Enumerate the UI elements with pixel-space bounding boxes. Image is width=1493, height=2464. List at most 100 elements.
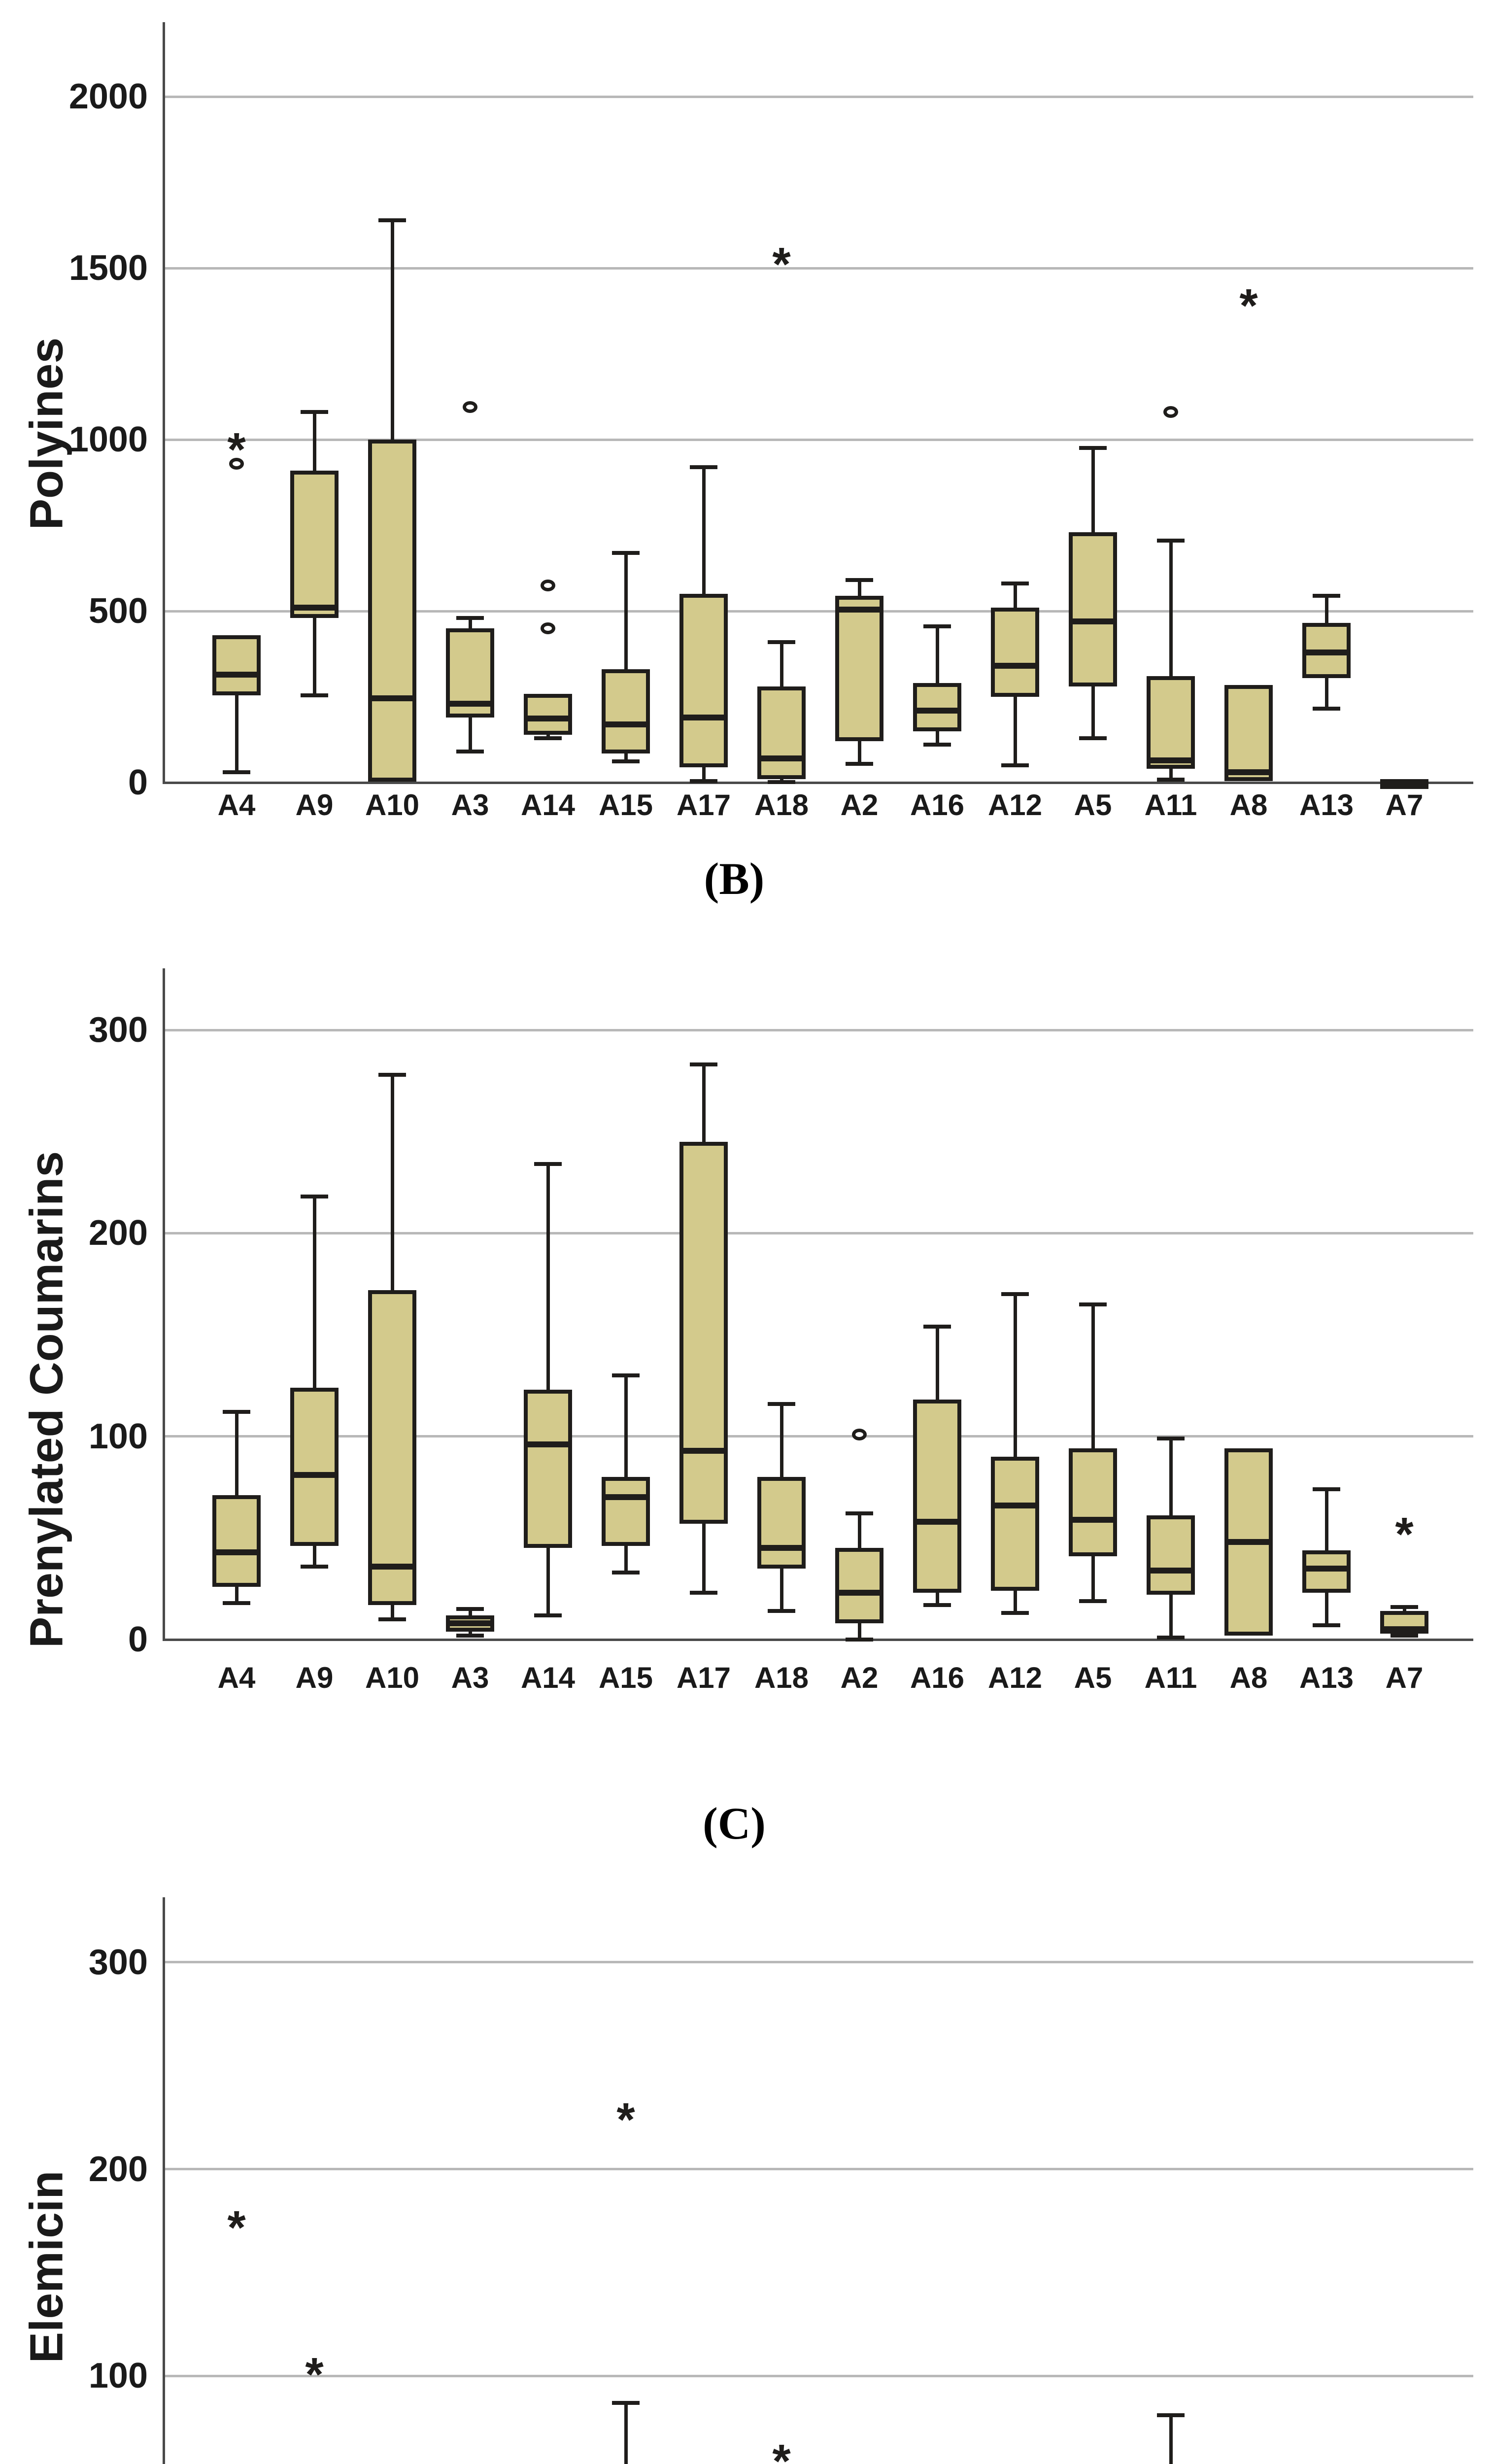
- box-plot-B-A14: [524, 694, 572, 735]
- lower-whisker: [1091, 1556, 1095, 1601]
- upper-whisker: [312, 1197, 316, 1388]
- x-category-label-B-A14: A14: [520, 788, 576, 821]
- gridline-D-100: [163, 2374, 1473, 2377]
- median-line: [1302, 649, 1351, 655]
- upper-whisker-cap: [456, 616, 484, 620]
- median-line: [368, 695, 416, 702]
- median-line: [991, 663, 1039, 669]
- upper-whisker: [857, 580, 861, 596]
- x-category-label-C-A14: A14: [520, 1661, 576, 1694]
- median-line: [1224, 1539, 1273, 1545]
- y-tick-label: 1500: [68, 248, 148, 288]
- box-plot-C-A11: [1147, 1515, 1195, 1595]
- outlier-asterisk-icon: *: [772, 2434, 791, 2464]
- x-category-label-C-A4: A4: [217, 1661, 256, 1694]
- upper-whisker-cap: [1001, 1292, 1029, 1297]
- x-axis-line-B: [163, 782, 1473, 784]
- box-plot-B-A8: [1224, 684, 1273, 781]
- x-category-label-C-A12: A12: [987, 1661, 1043, 1694]
- y-axis-line-B: [163, 22, 165, 784]
- y-tick-label: 100: [88, 1416, 148, 1456]
- gridline-B-500: [163, 610, 1473, 613]
- upper-whisker: [546, 1164, 550, 1390]
- upper-whisker-cap: [768, 1402, 795, 1406]
- lower-whisker: [235, 1586, 238, 1603]
- median-line: [290, 1472, 339, 1478]
- lower-whisker: [468, 717, 472, 752]
- median-line: [602, 721, 650, 727]
- x-category-label-C-A13: A13: [1299, 1661, 1354, 1694]
- x-category-label-B-A16: A16: [910, 788, 965, 821]
- upper-whisker: [1091, 448, 1095, 532]
- box-plot-C-A12: [991, 1456, 1039, 1591]
- lower-whisker: [857, 741, 861, 764]
- upper-whisker: [1169, 1438, 1173, 1516]
- upper-whisker-cap: [1157, 1436, 1185, 1440]
- x-category-label-C-A11: A11: [1144, 1661, 1197, 1694]
- lower-whisker-cap: [1391, 1633, 1418, 1638]
- upper-whisker: [857, 1513, 861, 1548]
- x-category-label-B-A10: A10: [365, 788, 420, 821]
- upper-whisker-cap: [223, 1410, 250, 1414]
- lower-whisker-cap: [1157, 1635, 1185, 1640]
- y-tick-label: 2000: [68, 77, 148, 116]
- upper-whisker: [235, 1412, 238, 1496]
- median-line: [1069, 1516, 1117, 1523]
- lower-whisker: [1013, 1591, 1017, 1613]
- median-line: [913, 1518, 961, 1525]
- x-category-label-C-A16: A16: [910, 1661, 965, 1694]
- lower-whisker-cap: [768, 780, 795, 784]
- upper-whisker-cap: [612, 2400, 640, 2405]
- x-category-label-C-A5: A5: [1074, 1661, 1112, 1694]
- upper-whisker: [935, 626, 939, 684]
- lower-whisker-cap: [1001, 1611, 1029, 1615]
- median-line: [1069, 618, 1117, 624]
- box-plot-B-A12: [991, 608, 1039, 697]
- x-axis-line-C: [163, 1639, 1473, 1641]
- lower-whisker-cap: [1313, 707, 1340, 711]
- median-line: [602, 1494, 650, 1501]
- median-line: [446, 700, 494, 707]
- x-category-label-C-A3: A3: [451, 1661, 489, 1694]
- upper-whisker: [468, 1609, 472, 1615]
- lower-whisker: [702, 767, 706, 781]
- lower-whisker-cap: [612, 759, 640, 763]
- upper-whisker-cap: [378, 1072, 406, 1077]
- median-line: [1380, 1626, 1428, 1633]
- lower-whisker-cap: [534, 736, 562, 740]
- lower-whisker-cap: [846, 761, 873, 766]
- x-category-label-B-A3: A3: [451, 788, 489, 821]
- lower-whisker-cap: [690, 1591, 717, 1595]
- upper-whisker: [1013, 1294, 1017, 1457]
- median-line: [446, 1620, 494, 1626]
- x-category-label-B-A18: A18: [754, 788, 809, 821]
- upper-whisker-cap: [1391, 1605, 1418, 1609]
- outlier-asterisk-icon: *: [227, 423, 246, 476]
- upper-whisker: [1013, 583, 1017, 608]
- lower-whisker: [468, 1631, 472, 1636]
- lower-whisker-cap: [378, 1617, 406, 1621]
- median-line: [913, 707, 961, 714]
- upper-whisker-cap: [378, 218, 406, 222]
- gridline-C-200: [163, 1232, 1473, 1234]
- lower-whisker: [624, 1546, 628, 1573]
- x-category-label-C-A7: A7: [1385, 1661, 1424, 1694]
- upper-whisker-cap: [846, 578, 873, 582]
- upper-whisker-cap: [301, 410, 328, 414]
- x-category-label-C-A17: A17: [676, 1661, 731, 1694]
- y-axis-title-elemicin: Elemicin: [20, 2170, 73, 2363]
- median-line: [1147, 757, 1195, 763]
- x-category-label-B-A17: A17: [676, 788, 731, 821]
- outlier-asterisk-icon: *: [305, 2348, 324, 2401]
- outlier-circle-icon: [229, 457, 244, 470]
- lower-whisker: [1324, 1593, 1328, 1626]
- median-line: [290, 605, 339, 611]
- lower-whisker-cap: [612, 1570, 640, 1574]
- y-tick-label: 300: [88, 1942, 148, 1982]
- lower-whisker-cap: [1079, 1599, 1107, 1603]
- upper-whisker: [702, 467, 706, 594]
- y-tick-label: 300: [88, 1010, 148, 1050]
- upper-whisker: [702, 1064, 706, 1142]
- box-plot-B-A10: [368, 440, 416, 782]
- box-plot-C-A14: [524, 1389, 572, 1548]
